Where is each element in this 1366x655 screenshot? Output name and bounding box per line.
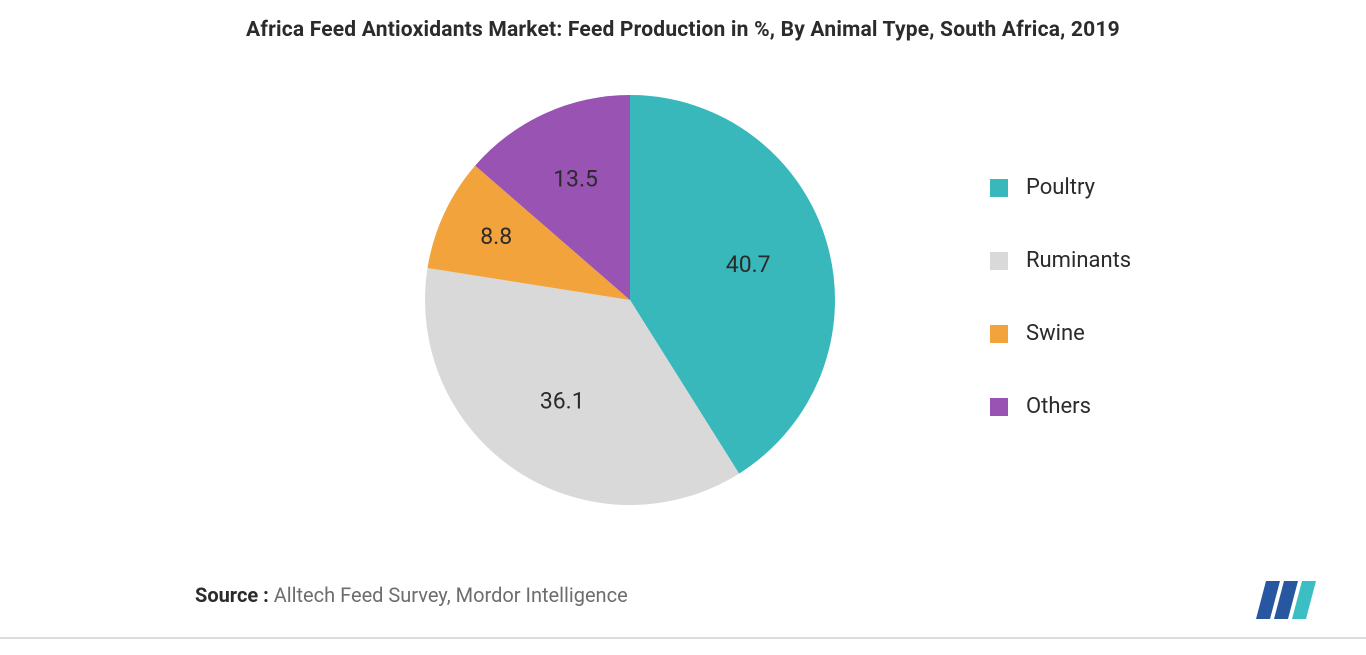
pie-chart: 40.7 36.1 8.8 13.5 <box>420 90 840 510</box>
source-text: Alltech Feed Survey, Mordor Intelligence <box>269 583 628 607</box>
legend: Poultry Ruminants Swine Others <box>990 175 1131 419</box>
legend-label: Swine <box>1026 321 1085 346</box>
legend-swatch <box>990 398 1008 416</box>
footer-rule <box>0 637 1366 639</box>
legend-swatch <box>990 252 1008 270</box>
slice-value-label: 13.5 <box>553 166 598 193</box>
slice-value-label: 36.1 <box>540 388 585 415</box>
legend-swatch <box>990 179 1008 197</box>
legend-item: Ruminants <box>990 248 1131 273</box>
legend-label: Others <box>1026 394 1091 419</box>
legend-swatch <box>990 325 1008 343</box>
slice-value-label: 8.8 <box>480 223 512 250</box>
chart-area: 40.7 36.1 8.8 13.5 Poultry Ruminants Swine Oth… <box>0 60 1366 560</box>
legend-item: Poultry <box>990 175 1131 200</box>
source-citation: Source : Alltech Feed Survey, Mordor Int… <box>195 583 628 607</box>
chart-title: Africa Feed Antioxidants Market: Feed Pr… <box>0 0 1366 42</box>
legend-label: Poultry <box>1026 175 1095 200</box>
source-label: Source : <box>195 583 269 607</box>
legend-item: Others <box>990 394 1131 419</box>
slice-value-label: 40.7 <box>726 251 771 278</box>
legend-item: Swine <box>990 321 1131 346</box>
brand-logo <box>1256 575 1336 625</box>
legend-label: Ruminants <box>1026 248 1131 273</box>
